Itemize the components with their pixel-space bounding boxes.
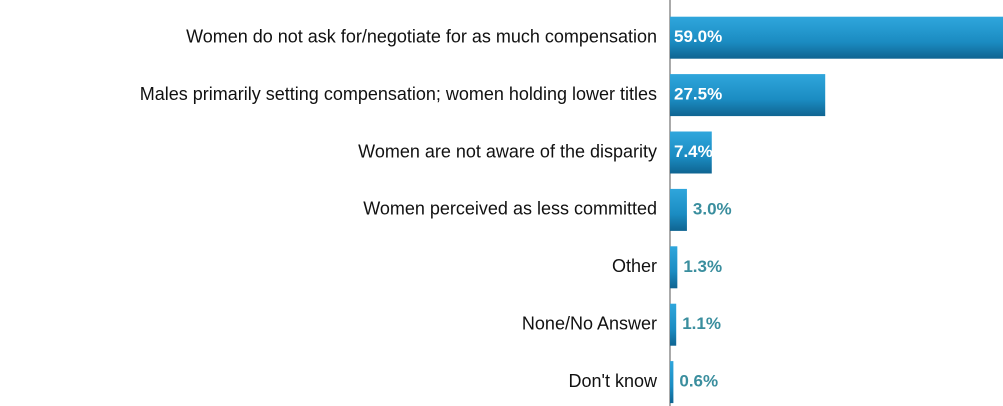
category-label: Women are not aware of the disparity [358, 141, 657, 161]
bar [670, 74, 826, 117]
value-label: 3.0% [693, 199, 732, 218]
value-label: 1.1% [682, 314, 721, 333]
bar [670, 131, 712, 174]
category-label: Other [612, 256, 657, 276]
bar [670, 246, 678, 289]
value-label: 1.3% [683, 257, 722, 276]
bar [670, 361, 674, 404]
value-label: 59.0% [674, 27, 722, 46]
category-label: Women do not ask for/negotiate for as mu… [186, 26, 657, 46]
value-label: 7.4% [674, 142, 713, 161]
bar [670, 16, 1003, 59]
value-label: 0.6% [679, 372, 718, 391]
value-label: 27.5% [674, 85, 722, 104]
category-label: Women perceived as less committed [363, 199, 657, 219]
bar [670, 303, 677, 346]
category-label: None/No Answer [522, 313, 657, 333]
category-label: Males primarily setting compensation; wo… [140, 84, 657, 104]
category-label: Don't know [569, 371, 658, 391]
bar [670, 188, 687, 231]
